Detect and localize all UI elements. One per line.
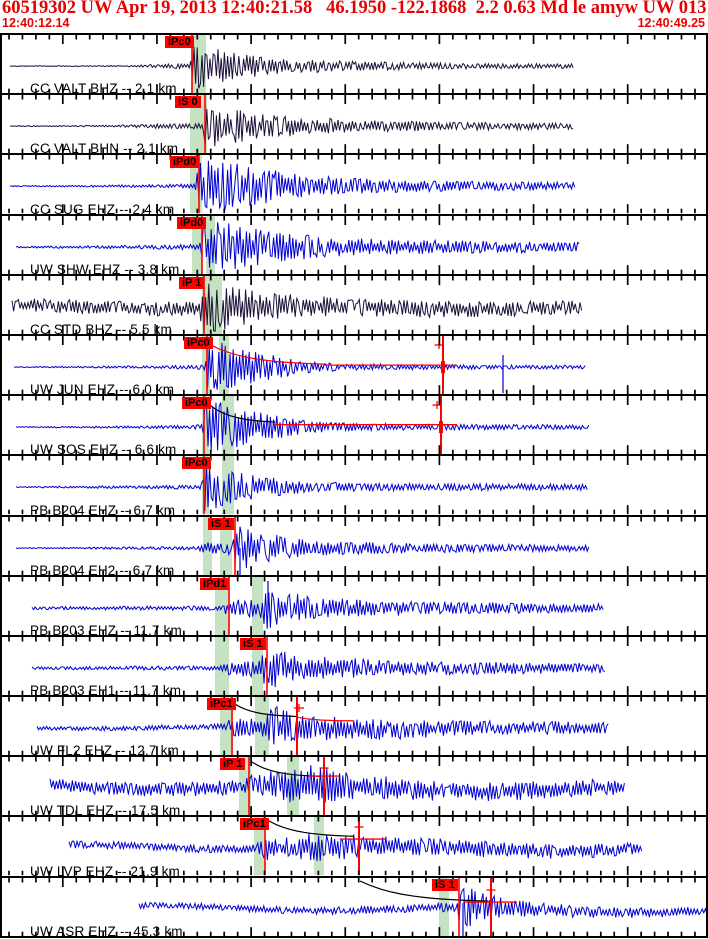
wave-trace [13,342,586,394]
pick-window-bands [439,877,449,936]
event-header: 60519302 UW Apr 19, 2013 12:40:21.58 46.… [0,0,708,33]
wave-trace [9,109,574,147]
wave-trace [15,221,580,269]
wave-trace [9,161,576,213]
trace-panel-pb-b204-eh2[interactable]: iS 1 PB B204 EH2 -- 6.7 km [0,516,708,578]
wave-trace [15,462,588,512]
trace-panel-uw-shw-ehz[interactable]: iPd0 UW SHW EHZ -- 3.8 km [0,215,708,277]
pick-flag[interactable]: iPd0 [177,216,207,229]
station-label: UW ASR EHZ -- 45.3 km [30,923,183,939]
station-label: UW SOS EHZ -- 6.6 km [30,442,177,458]
trace-panel-cc-sug-ehz[interactable]: iPd0 CC SUG EHZ -- 2.4 km [0,155,708,217]
time-ticks [8,275,696,334]
station-label: PB B203 EHZ -- 11.7 km [30,622,182,638]
time-ticks [8,877,696,936]
trace-panel-uw-sos-ehz[interactable]: iPc0 UW SOS EHZ -- 6.6 km [0,396,708,458]
time-ticks [8,757,696,816]
station-label: UW JUN EHZ -- 6.0 km [30,382,175,398]
trace-panel-pb-b204-ehz[interactable]: iPc0 PB B204 EHZ -- 6.7 km [0,456,708,518]
pick-flag[interactable]: iPc0 [165,36,194,48]
time-ticks [8,697,696,756]
event-summary-right: 3 [697,0,707,18]
pick-flag[interactable]: iPc0 [184,336,213,349]
wave-trace [9,47,574,89]
pick-flag[interactable]: iS 0 [175,96,201,109]
time-ticks [8,576,696,635]
event-summary: 60519302 UW Apr 19, 2013 12:40:21.58 46.… [2,0,698,18]
station-label: PB B204 EHZ -- 6.7 km [30,502,176,518]
station-label: PB B203 EH1 -- 11.7 km [30,683,182,699]
time-ticks [8,95,696,154]
pick-flag[interactable]: iS 1 [432,878,458,891]
pick-window-bands [220,697,269,756]
pick-window-bands [215,636,263,696]
coda-overlays [251,757,339,816]
pick-flag[interactable]: iPc0 [182,457,211,470]
time-ticks [8,636,696,696]
pick-flag[interactable]: iPd1 [200,577,230,590]
station-label: UW SHW EHZ -- 3.8 km [30,261,180,277]
station-label: CC SUG EHZ -- 2.4 km [30,201,175,217]
station-label: UW TDL EHZ -- 17.5 km [30,803,181,819]
waveform-plot: iPc0 CC VALT BHZ -- 2.1 km iS 0 CC VALT BHN… [0,33,708,939]
time-ticks [8,155,696,214]
coda-overlays [208,335,456,395]
trace-panel-cc-valt-bhn[interactable]: iS 0 CC VALT BHN -- 2.1 km [0,95,708,157]
time-ticks [8,215,696,274]
wave-trace [15,526,590,575]
station-label: CC VALT BHN -- 2.1 km [30,141,179,157]
wave-trace [31,651,605,687]
trace-panel-uw-jun-ehz[interactable]: iPc0 UW JUN EHZ -- 6.0 km [0,335,708,398]
coda-overlays [359,877,517,936]
trace-panel-pb-b203-ehz[interactable]: iPd1 PB B203 EHZ -- 11.7 km [0,576,708,638]
station-label: CC VALT BHZ -- 2.1 km [30,81,177,97]
pick-flag[interactable]: iP 1 [220,758,246,771]
wave-trace [36,705,609,745]
time-ticks [8,35,696,94]
pick-flag[interactable]: iPc0 [182,397,211,410]
time-ticks [8,456,696,515]
pick-flag[interactable]: iS 1 [240,637,266,650]
trace-panel-uw-tdl-ehz[interactable]: iP 1 UW TDL EHZ -- 17.5 km [0,757,708,819]
window-start-time: 12:40:12.14 [2,16,70,30]
wave-trace [49,765,625,803]
pick-flag[interactable]: iPd0 [170,156,200,169]
station-label: UW LVP EHZ -- 21.9 km [30,863,180,879]
wave-trace [11,283,583,333]
time-ticks [8,516,696,575]
wave-trace [68,833,643,862]
time-ticks [8,396,696,455]
trace-panel-uw-fl2-ehz[interactable]: iPc1 UW FL2 EHZ -- 12.7 km [0,697,708,759]
trace-panel-cc-valt-bhz[interactable]: iPc0 CC VALT BHZ -- 2.1 km [0,35,708,97]
pick-flag[interactable]: iPc1 [207,698,236,711]
wave-trace [31,580,604,629]
station-label: CC STD BHZ -- 5.5 km [30,321,173,337]
trace-panel-pb-b203-eh1[interactable]: iS 1 PB B203 EH1 -- 11.7 km [0,636,708,699]
pick-flag[interactable]: iPc1 [240,818,269,831]
trace-panel-uw-lvp-ehz[interactable]: iPc1 UW LVP EHZ -- 21.9 km [0,817,708,879]
pick-window-bands [239,757,299,816]
trace-panel-uw-asr-ehz[interactable]: iS 1 UW ASR EHZ -- 45.3 km [0,877,708,939]
trace-panel-cc-std-bhz[interactable]: iP 1 CC STD BHZ -- 5.5 km [0,275,708,337]
window-end-time: 12:40:49.25 [637,16,705,30]
coda-overlays [234,697,355,756]
wave-trace [15,401,590,451]
pick-flag[interactable]: iS 1 [208,517,234,530]
wave-trace [138,887,706,936]
station-label: PB B204 EH2 -- 6.7 km [30,562,175,578]
coda-overlays [205,396,457,455]
pick-flag[interactable]: iP 1 [179,276,205,289]
station-label: UW FL2 EHZ -- 12.7 km [30,743,179,759]
coda-overlays [268,817,386,876]
